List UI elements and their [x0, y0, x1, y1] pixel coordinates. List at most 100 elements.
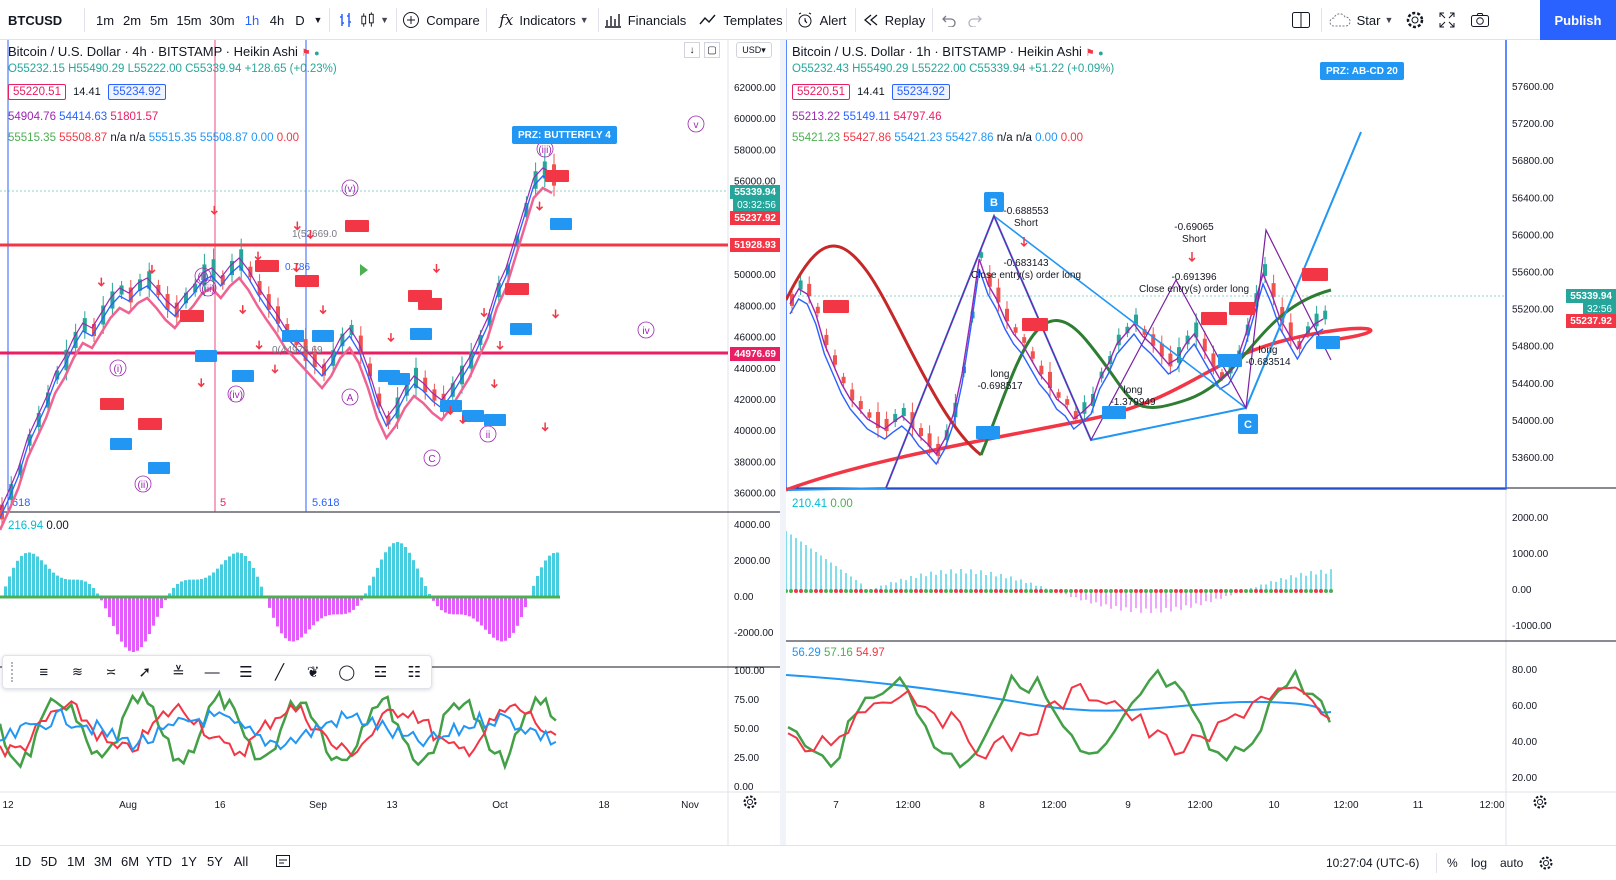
range-YTD[interactable]: YTD [142, 846, 176, 876]
histogram-bar [448, 597, 451, 614]
right-rsi-legend: 56.29 57.16 54.97 [792, 647, 885, 659]
layout-name-button[interactable]: Star▼ [1325, 0, 1397, 40]
fib-extension-tool-icon[interactable]: ☷ [397, 663, 431, 681]
fullscreen-icon[interactable] [1432, 0, 1462, 40]
candles-style-icon[interactable]: ▼ [359, 0, 389, 40]
drag-handle-icon[interactable] [11, 662, 19, 682]
left-prz-label[interactable]: PRZ: BUTTERFLY 4 [512, 126, 617, 144]
log-scale-toggle[interactable]: log [1471, 846, 1487, 880]
left-symbol-title[interactable]: Bitcoin / U.S. Dollar · 4h · BITSTAMP · … [8, 44, 320, 59]
interval-1h[interactable]: 1h [240, 0, 264, 40]
right-prz-label[interactable]: PRZ: AB-CD 20 [1320, 62, 1404, 80]
right-symbol-title[interactable]: Bitcoin / U.S. Dollar · 1h · BITSTAMP · … [792, 44, 1104, 59]
undo-icon[interactable] [936, 0, 962, 40]
left-currency-dropdown[interactable]: USD▾ [736, 42, 772, 58]
maximize-pane-icon[interactable]: ▢ [704, 42, 720, 58]
signal-dot [1099, 589, 1103, 593]
elliott-wave-tool-icon[interactable]: ≋ [61, 664, 95, 680]
compare-button[interactable]: Compare [402, 0, 480, 40]
right-time-axis-settings-icon[interactable] [1526, 792, 1554, 812]
left-sell-price-button[interactable]: 55220.51 [8, 84, 66, 100]
horizontal-lines-tool-icon[interactable]: ≡ [27, 664, 61, 681]
right-sell-price-button[interactable]: 55220.51 [792, 84, 850, 100]
histogram-bar [332, 597, 335, 614]
abcd-pattern-line [788, 132, 1361, 490]
replay-button[interactable]: Replay [860, 0, 928, 40]
signal-dot [799, 589, 803, 593]
fib-retracement-tool-icon[interactable]: ☲ [364, 663, 398, 681]
right-buy-price-button[interactable]: 55234.92 [892, 84, 950, 100]
pane-divider[interactable] [780, 40, 786, 845]
scroll-down-arrow-icon[interactable]: ↓ [684, 42, 700, 58]
xabcd-tool-icon[interactable]: ❦ [296, 663, 330, 681]
financials-button[interactable]: Financials [604, 0, 686, 40]
publish-button[interactable]: Publish [1540, 0, 1616, 40]
go-to-date-icon[interactable] [266, 846, 300, 876]
right-last-price-label: 55339.94 [1566, 289, 1616, 303]
signal-dot [1129, 589, 1133, 593]
bars-style-icon[interactable] [333, 0, 359, 40]
redo-icon[interactable] [962, 0, 988, 40]
price-tick: 40000.00 [734, 426, 776, 437]
signal-dot [1074, 589, 1078, 593]
histogram-bar [304, 597, 307, 634]
templates-button[interactable]: Templates [699, 0, 783, 40]
auto-scale-toggle[interactable]: auto [1500, 846, 1523, 880]
abc-pattern-tool-icon[interactable]: ≍ [94, 664, 128, 680]
signal-dot [1239, 589, 1243, 593]
symbol-search-button[interactable]: BTCUSD [8, 0, 80, 40]
sell-arrow-icon [434, 264, 440, 272]
price-tick: 46000.00 [734, 333, 776, 344]
range-All[interactable]: All [224, 846, 258, 876]
signal-dot [1314, 589, 1318, 593]
sell-signal-tag [255, 260, 279, 272]
alert-button[interactable]: Alert [793, 0, 849, 40]
trend-line-tool-icon[interactable]: ➚ [128, 663, 162, 681]
left-trade-widget: 55220.51 14.41 55234.92 [8, 84, 166, 100]
signal-dot [1229, 589, 1233, 593]
interval-15m[interactable]: 15m [173, 0, 205, 40]
screen-settings-icon[interactable] [1538, 846, 1554, 880]
cycle-tool-icon[interactable]: ◯ [330, 663, 364, 681]
rsi-tick: 25.00 [734, 753, 759, 764]
rsi-tick: 75.00 [734, 695, 759, 706]
signal-dot [1054, 589, 1058, 593]
left-buy-price-button[interactable]: 55234.92 [108, 84, 166, 100]
camera-snapshot-icon[interactable] [1464, 0, 1496, 40]
left-chart-canvas[interactable]: 62000.0060000.0058000.0056000.0054000.00… [0, 40, 780, 845]
interval-5m[interactable]: 5m [146, 0, 172, 40]
fib-fan-tool-icon[interactable]: ≚ [162, 663, 196, 681]
histogram-bar [340, 597, 343, 614]
layout-panels-icon[interactable] [1287, 0, 1315, 40]
histogram-bar [544, 560, 547, 597]
wave-label: (ii) [137, 480, 148, 491]
signal-dot [939, 589, 943, 593]
wave-label: ii [486, 430, 490, 441]
left-ohlc-values: O55232.15 H55490.29 L55222.00 C55339.94 … [8, 63, 337, 75]
interval-30m[interactable]: 30m [206, 0, 238, 40]
signal-dot [1009, 589, 1013, 593]
candle-body [919, 428, 923, 436]
interval-1m[interactable]: 1m [92, 0, 118, 40]
price-tick: 44000.00 [734, 364, 776, 375]
histogram-bar [76, 580, 79, 597]
clock-timezone[interactable]: 10:27:04 (UTC-6) [1326, 846, 1419, 880]
sell-arrow-icon [240, 305, 246, 313]
interval-2m[interactable]: 2m [119, 0, 145, 40]
signal-dot [1269, 589, 1273, 593]
parallel-channel-tool-icon[interactable]: ☰ [229, 663, 263, 681]
settings-gear-icon[interactable] [1400, 0, 1430, 40]
interval-dropdown-chevron-icon[interactable]: ▼ [310, 0, 326, 40]
strategy-note: Short [1014, 218, 1038, 229]
signal-dot [1299, 589, 1303, 593]
interval-4h[interactable]: 4h [265, 0, 289, 40]
horizontal-ray-tool-icon[interactable]: — [195, 664, 229, 681]
sell-signal-tag [295, 275, 319, 287]
histogram-bar [348, 597, 351, 612]
percent-scale-toggle[interactable]: % [1447, 846, 1458, 880]
left-time-axis-settings-icon[interactable] [736, 792, 764, 812]
interval-D[interactable]: D [290, 0, 310, 40]
right-chart-canvas[interactable]: 57600.0057200.0056800.0056400.0056000.00… [786, 40, 1616, 845]
line-tool-icon[interactable]: ╱ [263, 663, 297, 681]
